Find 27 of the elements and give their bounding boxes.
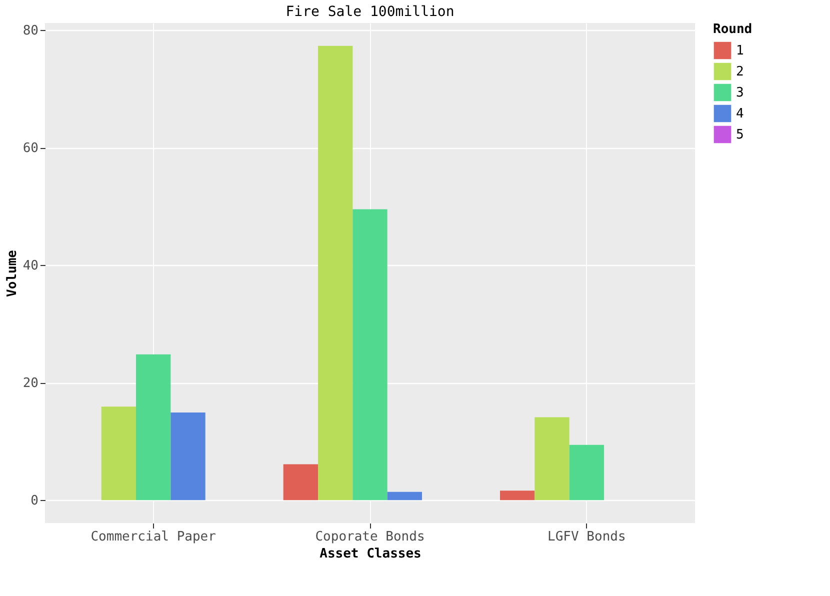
y-tick-label: 80 bbox=[22, 24, 38, 39]
x-tick-label: Commercial Paper bbox=[90, 530, 216, 544]
legend-label: 1 bbox=[736, 44, 744, 58]
y-tick-label: 40 bbox=[22, 258, 38, 274]
chart-title: Fire Sale 100million bbox=[286, 4, 454, 20]
x-axis-title: Asset Classes bbox=[320, 546, 422, 562]
legend-title: Round bbox=[713, 22, 752, 37]
legend-label: 2 bbox=[736, 64, 744, 80]
bar bbox=[283, 464, 318, 500]
bar bbox=[101, 406, 136, 500]
x-tick-label: LGFV Bonds bbox=[548, 530, 626, 544]
bar bbox=[170, 412, 206, 500]
bar bbox=[569, 444, 604, 500]
y-tick-label: 0 bbox=[30, 494, 38, 509]
y-tick-label: 20 bbox=[22, 376, 38, 392]
y-tick-label: 60 bbox=[22, 141, 38, 156]
bar bbox=[318, 46, 353, 500]
bar bbox=[352, 209, 388, 500]
bar bbox=[136, 354, 171, 500]
legend-label: 5 bbox=[736, 128, 744, 142]
bar bbox=[534, 417, 570, 500]
y-axis-title: Volume bbox=[4, 250, 20, 297]
bar bbox=[500, 490, 535, 500]
legend-label: 3 bbox=[736, 86, 744, 100]
x-tick-label: Coporate Bonds bbox=[315, 530, 425, 544]
bar bbox=[387, 492, 422, 500]
legend-label: 4 bbox=[736, 106, 744, 122]
